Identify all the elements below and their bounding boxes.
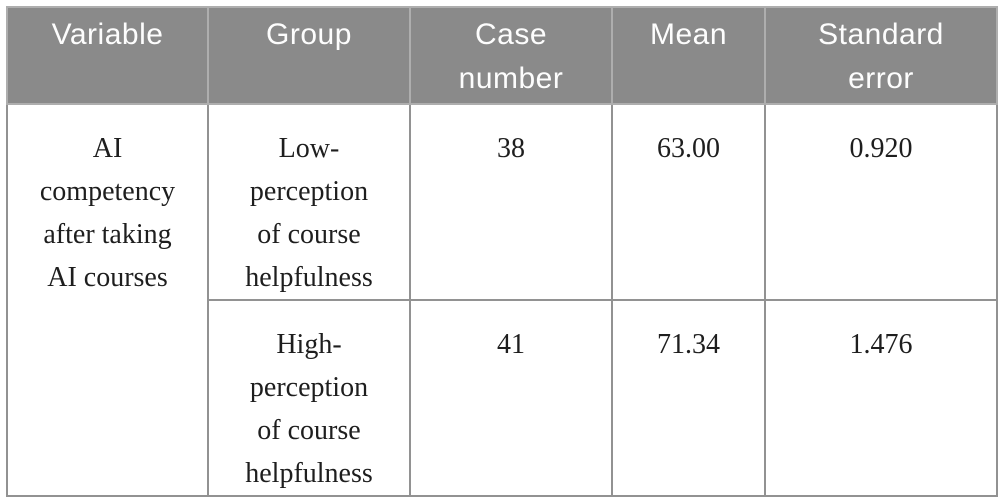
cell-variable: AI competency after taking AI courses [6,103,209,497]
column-header-case-number: Case number [409,6,613,105]
cell-mean: 71.34 [611,299,766,497]
cell-group: High- perception of course helpfulness [207,299,411,497]
column-header-standard-error: Standard error [764,6,998,105]
column-header-group: Group [207,6,411,105]
cell-group: Low- perception of course helpfulness [207,103,411,301]
column-header-mean: Mean [611,6,766,105]
cell-standard-error: 1.476 [764,299,998,497]
cell-standard-error: 0.920 [764,103,998,301]
cell-case-number: 41 [409,299,613,497]
cell-mean: 63.00 [611,103,766,301]
header-row: Variable Group Case number Mean Standard… [6,6,998,105]
table-header: Variable Group Case number Mean Standard… [6,6,998,105]
cell-case-number: 38 [409,103,613,301]
column-header-variable: Variable [6,6,209,105]
group-statistics-table: Variable Group Case number Mean Standard… [6,6,998,497]
table-row-low-perception: AI competency after taking AI courses Lo… [6,103,998,497]
table-body: AI competency after taking AI courses Lo… [6,103,998,497]
table-row-high-perception: High- perception of course helpfulness 4… [7,299,998,497]
